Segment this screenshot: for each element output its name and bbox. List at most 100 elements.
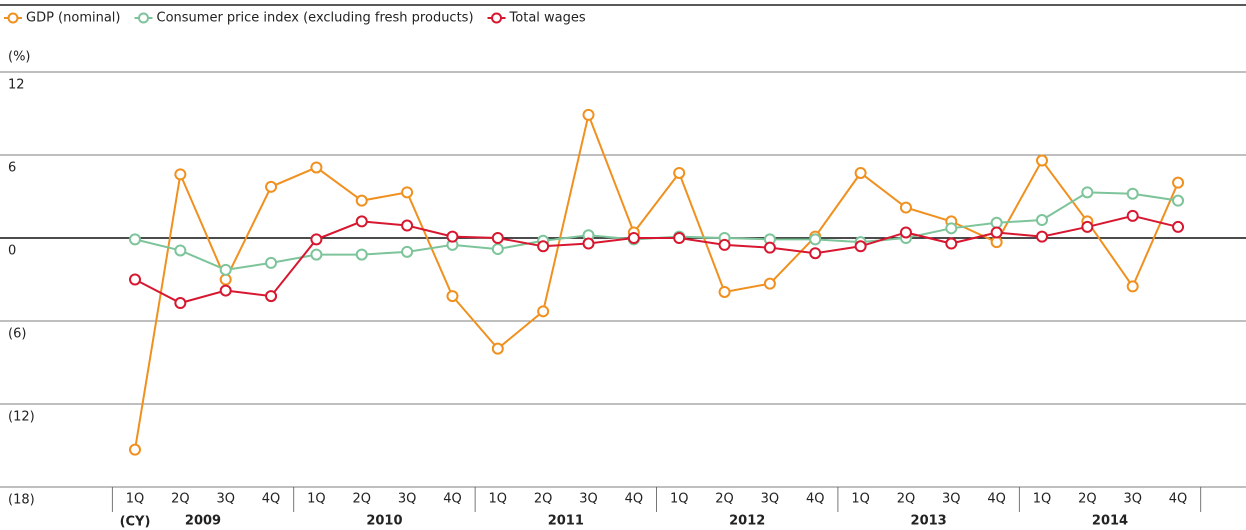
y-tick-label: (6)	[8, 327, 26, 342]
point	[491, 243, 504, 256]
x-tick-label: 3Q	[216, 492, 235, 507]
point	[1126, 280, 1139, 293]
point	[129, 273, 141, 286]
point	[899, 201, 912, 214]
point	[1081, 220, 1094, 233]
point	[174, 244, 187, 257]
x-tick-label: 2Q	[534, 492, 553, 507]
point	[310, 161, 323, 174]
point	[763, 241, 776, 254]
x-group-label: 2010	[366, 514, 402, 529]
point	[355, 215, 368, 228]
x-group-label: 2013	[911, 514, 947, 529]
point	[1172, 194, 1185, 207]
series-line	[134, 111, 1179, 450]
y-tick-label: 12	[8, 78, 25, 93]
point	[129, 443, 141, 456]
y-tick-label: (12)	[8, 410, 35, 425]
x-tick-label: 3Q	[761, 492, 780, 507]
x-group-label: 2009	[185, 514, 221, 529]
point	[1036, 154, 1048, 167]
point	[219, 284, 232, 297]
x-tick-label: 1Q	[670, 492, 689, 507]
point	[491, 342, 504, 355]
point	[219, 273, 232, 286]
point	[537, 305, 550, 318]
point	[1172, 176, 1185, 189]
x-tick-label: 3Q	[398, 492, 417, 507]
x-tick-label: 4Q	[262, 492, 281, 507]
x-tick-label: 2Q	[1078, 492, 1097, 507]
point	[310, 233, 323, 246]
point	[582, 108, 595, 121]
point	[491, 232, 504, 244]
point	[899, 226, 912, 239]
point	[673, 166, 686, 179]
point	[627, 232, 640, 244]
x-group-label: 2012	[729, 514, 765, 529]
x-tick-label: 1Q	[851, 492, 870, 507]
x-tick-label: 1Q	[126, 492, 145, 507]
series-line	[134, 214, 1179, 305]
legend-marker	[7, 12, 19, 24]
point	[673, 232, 686, 244]
point	[763, 277, 776, 290]
y-tick-label: 6	[8, 161, 16, 176]
point	[310, 248, 323, 261]
x-group-label: 2014	[1092, 514, 1128, 529]
x-tick-label: 2Q	[352, 492, 371, 507]
x-tick-label: 4Q	[443, 492, 462, 507]
point	[129, 233, 141, 246]
point	[265, 256, 278, 269]
point	[1126, 187, 1139, 200]
point	[1036, 214, 1048, 227]
y-tick-label: (18)	[8, 493, 35, 508]
point	[219, 263, 232, 276]
x-tick-label: 2Q	[171, 492, 190, 507]
legend-label: Total wages	[509, 11, 586, 26]
legend-marker	[491, 12, 503, 24]
point	[401, 219, 414, 232]
point	[990, 236, 1003, 249]
x-tick-label: 4Q	[625, 492, 644, 507]
point	[355, 194, 368, 207]
point	[990, 216, 1003, 229]
point	[718, 238, 731, 251]
point	[265, 180, 278, 193]
point	[1081, 186, 1094, 199]
x-tick-label: 1Q	[307, 492, 326, 507]
point	[446, 230, 459, 243]
point	[945, 222, 958, 235]
point	[582, 237, 595, 250]
x-tick-label: 4Q	[987, 492, 1006, 507]
x-tick-label: 3Q	[942, 492, 961, 507]
legend-marker	[138, 12, 149, 24]
y-tick-label: 0	[8, 244, 16, 259]
x-tick-label: 3Q	[1123, 492, 1142, 507]
point	[355, 248, 368, 261]
point	[854, 240, 867, 253]
x-tick-label: 4Q	[806, 492, 825, 507]
point	[446, 290, 459, 303]
point	[809, 233, 822, 246]
point	[854, 166, 867, 179]
x-tick-label: 4Q	[1169, 492, 1188, 507]
legend-label: Consumer price index (excluding fresh pr…	[157, 11, 474, 26]
point	[537, 240, 550, 253]
point	[945, 237, 958, 250]
x-tick-label: 3Q	[579, 492, 598, 507]
x-tick-label: 1Q	[1033, 492, 1052, 507]
point	[809, 247, 822, 260]
point	[1126, 209, 1139, 222]
point	[990, 226, 1003, 239]
point	[174, 297, 187, 310]
x-axis-label: (CY)	[120, 515, 151, 530]
point	[401, 245, 414, 258]
legend-label: GDP (nominal)	[26, 11, 121, 26]
point	[401, 186, 414, 199]
point	[1036, 230, 1048, 243]
x-group-label: 2011	[548, 514, 584, 529]
x-tick-label: 2Q	[897, 492, 916, 507]
x-tick-label: 2Q	[715, 492, 734, 507]
